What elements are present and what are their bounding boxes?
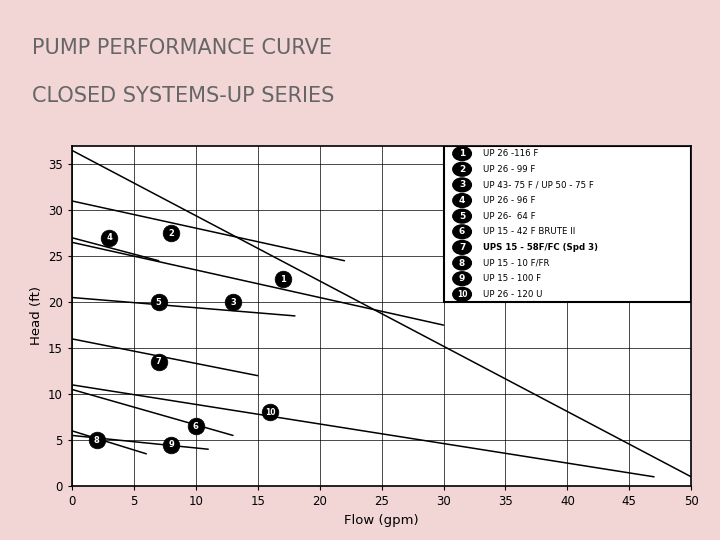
Circle shape [453,194,472,207]
Text: 6: 6 [459,227,465,237]
Circle shape [453,178,472,192]
Text: 8: 8 [94,436,99,444]
Text: 5: 5 [156,298,161,307]
Text: 8: 8 [459,259,465,267]
Text: 3: 3 [230,298,236,307]
Circle shape [453,287,472,301]
Text: UP 15 - 42 F BRUTE II: UP 15 - 42 F BRUTE II [483,227,575,237]
Circle shape [453,163,472,176]
Text: 1: 1 [459,149,465,158]
Bar [444,146,691,302]
Circle shape [453,147,472,160]
Circle shape [453,209,472,223]
Text: UP 26 - 96 F: UP 26 - 96 F [483,196,536,205]
Circle shape [453,272,472,286]
Text: 2: 2 [459,165,465,174]
Text: UP 26 - 99 F: UP 26 - 99 F [483,165,536,174]
Text: UP 26-  64 F: UP 26- 64 F [483,212,536,221]
Text: 10: 10 [457,290,467,299]
Text: UP 15 - 100 F: UP 15 - 100 F [483,274,541,283]
Text: 4: 4 [107,233,112,242]
Text: 1: 1 [279,275,285,284]
X-axis label: Flow (gpm): Flow (gpm) [344,514,419,526]
Text: 9: 9 [459,274,465,283]
Circle shape [453,256,472,270]
Text: UP 15 - 10 F/FR: UP 15 - 10 F/FR [483,259,549,267]
Text: UP 26 - 120 U: UP 26 - 120 U [483,290,543,299]
Text: 7: 7 [156,357,161,366]
Text: 3: 3 [459,180,465,190]
Circle shape [453,240,472,254]
Text: 7: 7 [459,243,465,252]
Text: 4: 4 [459,196,465,205]
Text: UPS 15 - 58F/FC (Spd 3): UPS 15 - 58F/FC (Spd 3) [483,243,598,252]
Text: 6: 6 [193,422,199,431]
Text: 2: 2 [168,228,174,238]
Text: UP 43- 75 F / UP 50 - 75 F: UP 43- 75 F / UP 50 - 75 F [483,180,594,190]
Text: 10: 10 [265,408,275,417]
Circle shape [453,225,472,239]
Y-axis label: Head (ft): Head (ft) [30,286,42,346]
Text: PUMP PERFORMANCE CURVE: PUMP PERFORMANCE CURVE [32,38,333,58]
Text: 9: 9 [168,440,174,449]
Text: UP 26 -116 F: UP 26 -116 F [483,149,539,158]
Text: CLOSED SYSTEMS-UP SERIES: CLOSED SYSTEMS-UP SERIES [32,86,335,106]
Text: 5: 5 [459,212,465,221]
